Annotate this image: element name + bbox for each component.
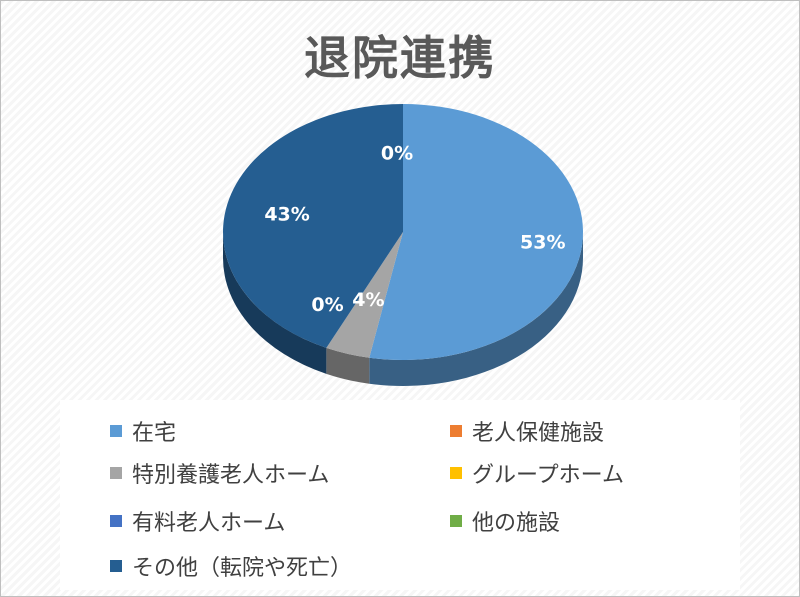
legend-item-zaitaku: 在宅 — [110, 415, 176, 447]
legend-label: 特別養護老人ホーム — [132, 463, 330, 488]
data-label-3: 43% — [264, 204, 309, 226]
legend-item-other-facility: 他の施設 — [450, 505, 560, 537]
legend-item-roujin-hoken: 老人保健施設 — [450, 415, 604, 447]
data-label-4: 0% — [381, 143, 413, 165]
pie-side-1 — [326, 347, 370, 384]
legend-label: その他（転院や死亡） — [132, 556, 353, 581]
pie-slice-1 — [326, 232, 403, 358]
legend-label: グループホーム — [472, 463, 625, 488]
legend-label: 有料老人ホーム — [132, 511, 286, 536]
pie-side-3 — [223, 232, 327, 374]
legend-label: 他の施設 — [472, 511, 561, 536]
pie-slice-0 — [369, 104, 584, 360]
pie-side-0 — [369, 232, 583, 386]
legend-label: 老人保健施設 — [472, 421, 605, 446]
legend-item-sonota: その他（転院や死亡） — [110, 550, 352, 582]
legend-swatch — [110, 425, 122, 437]
legend-item-tokubetsu-yougo: 特別養護老人ホーム — [110, 457, 329, 489]
chart-title: 退院連携 — [304, 31, 496, 85]
pie-slice-3 — [223, 104, 403, 348]
legend-swatch — [110, 560, 122, 572]
legend-swatch — [110, 467, 122, 479]
legend-item-yuryou: 有料老人ホーム — [110, 505, 285, 537]
data-label-0: 53% — [520, 231, 565, 253]
legend-label: 在宅 — [132, 421, 177, 446]
legend-swatch — [450, 515, 462, 527]
data-label-2: 0% — [311, 294, 343, 316]
data-label-1: 4% — [352, 289, 384, 311]
legend-swatch — [450, 467, 462, 479]
legend-item-group-home: グループホーム — [450, 457, 624, 489]
legend-swatch — [110, 515, 122, 527]
legend: 在宅 老人保健施設 特別養護老人ホーム グループホーム 有料老人ホーム 他の施設… — [60, 400, 740, 590]
legend-swatch — [450, 425, 462, 437]
